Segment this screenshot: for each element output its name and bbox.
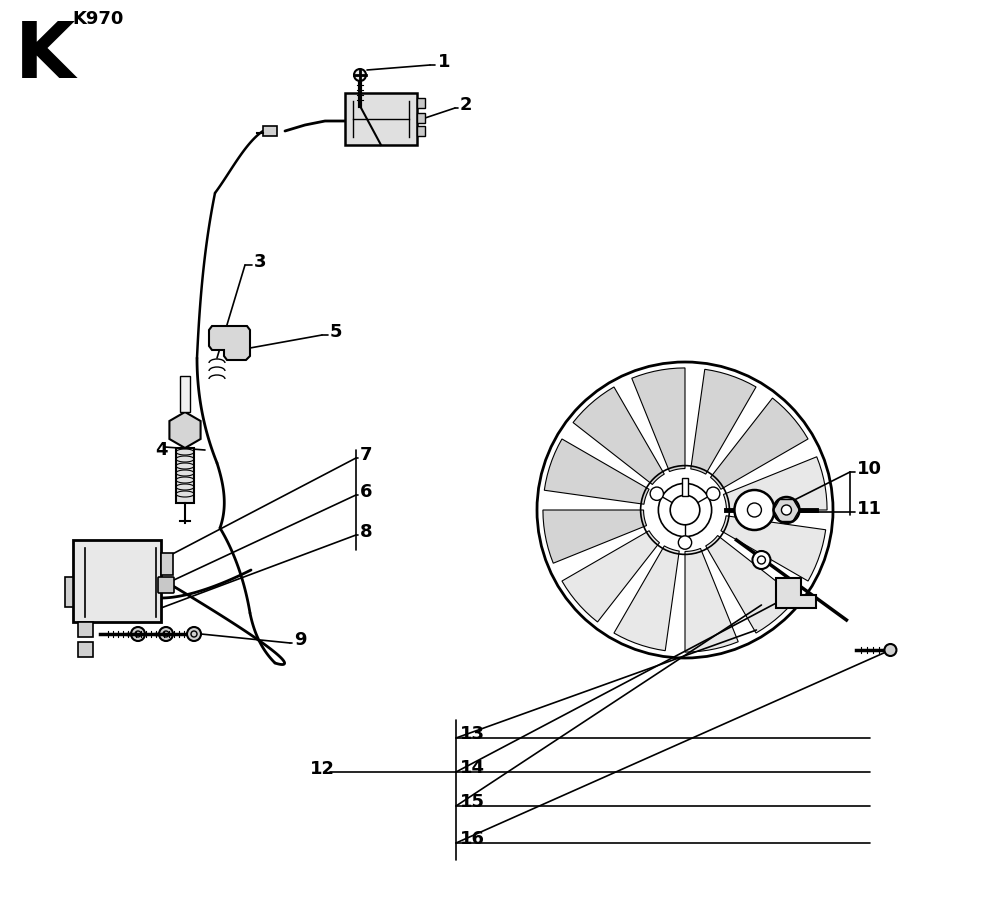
Circle shape [781,505,791,515]
Text: 14: 14 [460,759,485,777]
Circle shape [773,497,799,523]
Text: 2: 2 [460,96,473,114]
Text: 15: 15 [460,793,485,811]
FancyBboxPatch shape [682,479,688,496]
Polygon shape [776,578,816,608]
Polygon shape [544,439,649,505]
Text: 5: 5 [330,323,342,341]
Circle shape [752,551,770,569]
Circle shape [650,487,663,500]
Text: 1: 1 [438,53,450,71]
FancyBboxPatch shape [180,376,190,412]
Text: 12: 12 [310,760,335,778]
Circle shape [734,490,774,530]
Polygon shape [614,546,679,651]
Circle shape [884,644,896,656]
Polygon shape [543,510,647,563]
Polygon shape [169,412,201,448]
Circle shape [757,556,765,564]
Text: 8: 8 [360,523,373,541]
Text: 11: 11 [857,500,882,518]
Polygon shape [723,457,827,510]
FancyBboxPatch shape [78,642,93,657]
FancyBboxPatch shape [161,553,173,575]
FancyBboxPatch shape [417,113,425,123]
FancyBboxPatch shape [345,93,417,145]
Text: 13: 13 [460,725,485,743]
Text: 16: 16 [460,830,485,848]
FancyBboxPatch shape [263,126,277,136]
Polygon shape [562,530,659,622]
Polygon shape [711,398,808,489]
Text: 10: 10 [857,460,882,478]
Polygon shape [691,369,756,474]
FancyBboxPatch shape [158,577,174,593]
Circle shape [354,69,366,81]
Text: 9: 9 [294,631,306,649]
Polygon shape [573,387,664,484]
Text: 7: 7 [360,446,372,464]
Polygon shape [209,326,250,360]
Text: 3: 3 [254,253,266,271]
FancyBboxPatch shape [78,622,93,637]
FancyBboxPatch shape [176,448,194,503]
Circle shape [187,627,201,641]
FancyBboxPatch shape [417,126,425,136]
Polygon shape [721,516,826,581]
Circle shape [747,503,761,517]
FancyBboxPatch shape [73,540,161,622]
Circle shape [707,487,720,500]
Circle shape [131,627,145,641]
FancyBboxPatch shape [65,577,73,607]
FancyBboxPatch shape [417,98,425,108]
Text: 6: 6 [360,483,372,501]
Text: K: K [15,18,75,94]
Circle shape [159,627,173,641]
Circle shape [678,536,692,550]
Text: K970: K970 [72,10,123,28]
Polygon shape [632,368,685,471]
Polygon shape [685,549,738,652]
Polygon shape [706,536,797,633]
Text: 4: 4 [155,441,168,459]
